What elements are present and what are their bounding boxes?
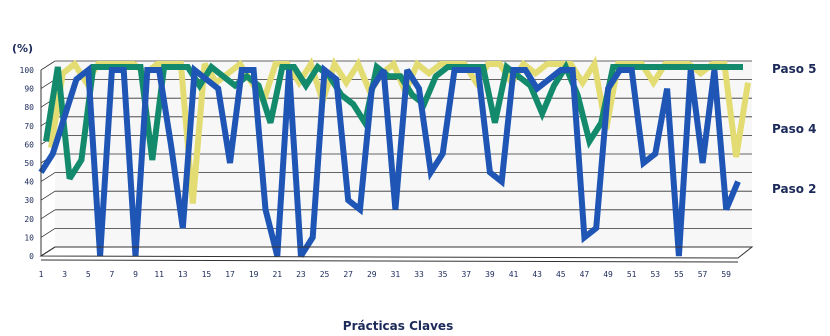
x-axis-label: Prácticas Claves	[343, 319, 453, 333]
y-tick-label: 100	[20, 66, 35, 75]
gridline-depth	[40, 228, 56, 238]
x-tick-label: 53	[650, 270, 660, 279]
axes	[39, 70, 754, 263]
gridline-depth	[40, 172, 56, 182]
x-tick-label: 57	[698, 270, 708, 279]
x-tick-label: 51	[627, 270, 637, 279]
x-tick-label: 33	[414, 270, 424, 279]
x-tick-label: 27	[343, 270, 353, 279]
x-tick-label: 41	[509, 270, 519, 279]
legend-entry: Paso 5	[772, 62, 816, 76]
x-axis-line	[40, 259, 739, 263]
x-tick-label: 59	[721, 270, 731, 279]
x-tick-label: 5	[86, 270, 91, 279]
y-tick-label: 20	[24, 215, 34, 224]
x-tick-label: 21	[272, 270, 282, 279]
x-tick-label: 1	[39, 270, 44, 279]
y-tick-label: 90	[24, 85, 34, 94]
legend-entry: Paso 4	[772, 122, 816, 136]
y-tick-label: 70	[24, 122, 34, 131]
y-axis-ticks: 0 10 20 30 40 50 60 70 80 90 100	[20, 66, 35, 261]
y-tick-label: 60	[24, 140, 34, 149]
gridline-depth	[40, 60, 56, 71]
series-line-paso-2	[38, 64, 741, 258]
x-tick-label: 13	[178, 270, 188, 279]
gridline-depth	[40, 209, 56, 220]
y-tick-label: 50	[24, 159, 34, 168]
x-axis-ticks: 1 3 5 7 9 11 13 15 17 19 21 23 25 27 29 31 33 35 37 39 41 43 4…	[39, 270, 732, 279]
x-tick-label: 3	[62, 270, 67, 279]
y-tick-label: 80	[24, 103, 34, 112]
y-tick-label: 0	[29, 252, 34, 261]
x-tick-label: 29	[367, 270, 377, 279]
gridline-depth	[40, 190, 56, 201]
x-tick-label: 35	[438, 270, 448, 279]
floor	[39, 246, 754, 259]
x-tick-label: 39	[485, 270, 495, 279]
x-tick-label: 15	[202, 270, 212, 279]
x-tick-label: 55	[674, 270, 684, 279]
x-tick-label: 45	[556, 270, 566, 279]
y-unit-label: (%)	[12, 42, 33, 55]
y-tick-label: 40	[24, 178, 34, 187]
y-tick-label: 10	[24, 233, 34, 242]
x-tick-label: 19	[249, 270, 259, 279]
series-lines	[38, 55, 751, 258]
legend-entry: Paso 2	[772, 182, 816, 196]
x-tick-label: 49	[603, 270, 613, 279]
x-tick-label: 23	[296, 270, 306, 279]
x-tick-label: 37	[461, 270, 471, 279]
x-tick-label: 7	[109, 270, 114, 279]
x-tick-label: 47	[580, 270, 590, 279]
x-tick-label: 43	[532, 270, 542, 279]
x-tick-label: 9	[133, 270, 138, 279]
x-tick-label: 11	[154, 270, 164, 279]
y-tick-label: 30	[24, 196, 34, 205]
legend: Paso 5 Paso 4 Paso 2	[772, 62, 816, 196]
x-tick-label: 31	[391, 270, 401, 279]
x-tick-label: 17	[225, 270, 235, 279]
x-tick-label: 25	[320, 270, 330, 279]
